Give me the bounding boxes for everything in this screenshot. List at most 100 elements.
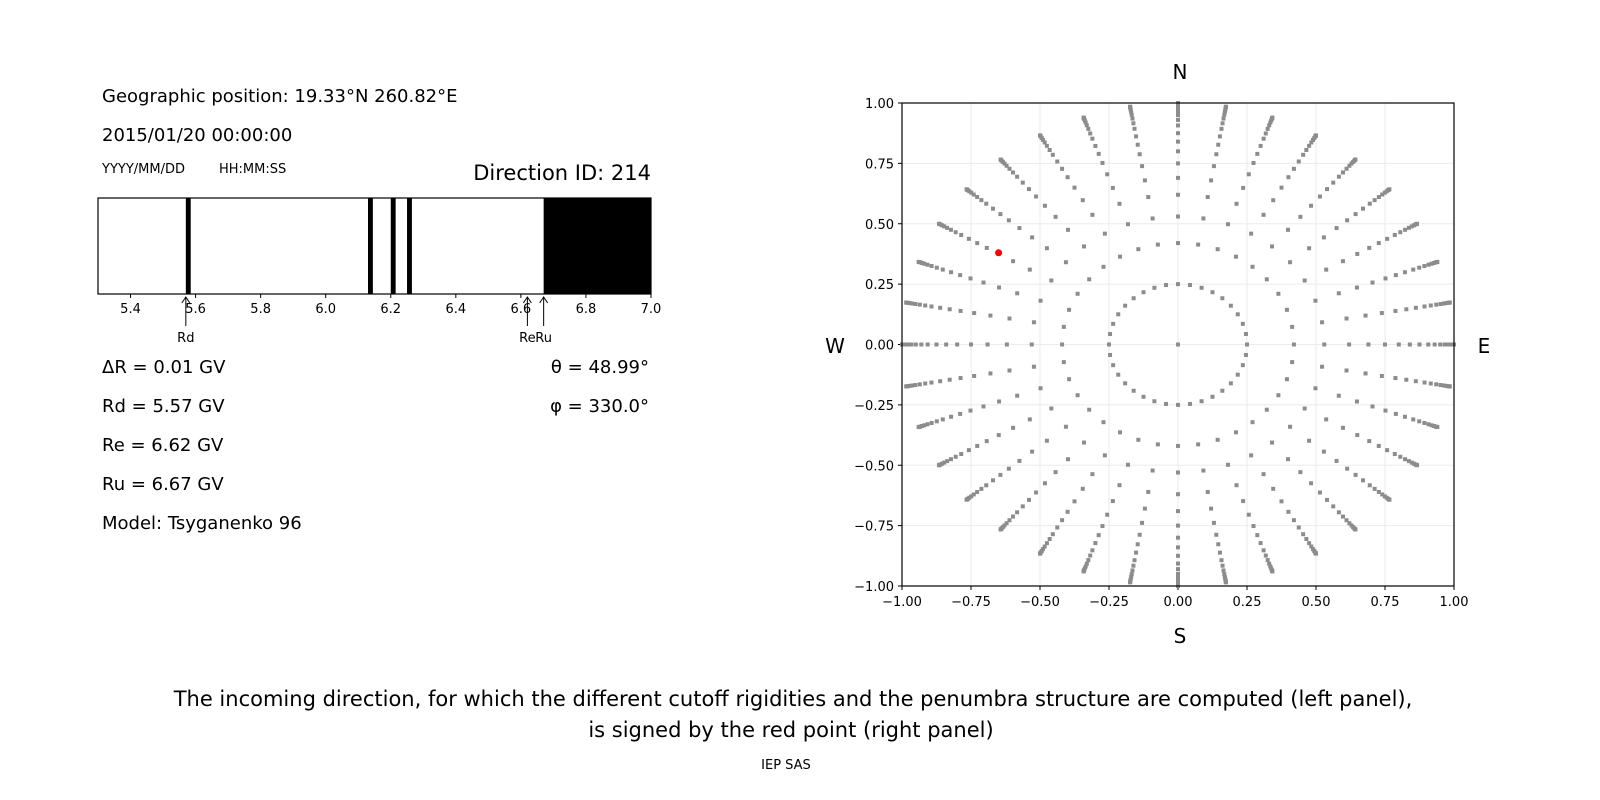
- direction-point: [1220, 296, 1225, 301]
- y-tick-label: −0.75: [854, 520, 894, 535]
- direction-point: [1210, 290, 1215, 295]
- direction-point: [1027, 267, 1032, 272]
- direction-point: [1235, 372, 1240, 377]
- direction-point: [1187, 401, 1192, 406]
- direction-point: [1367, 245, 1372, 250]
- direction-point: [1083, 120, 1088, 125]
- direction-point: [1063, 424, 1068, 429]
- direction-point: [1129, 575, 1134, 580]
- direction-point: [998, 212, 1003, 217]
- direction-point: [1243, 352, 1248, 357]
- direction-point: [1096, 151, 1101, 156]
- direction-point: [1376, 241, 1381, 246]
- direction-point: [1363, 313, 1368, 318]
- direction-point: [1268, 120, 1273, 125]
- direction-point: [929, 304, 934, 309]
- direction-point: [1081, 244, 1086, 249]
- direction-point: [1081, 569, 1086, 574]
- compass-west: W: [825, 334, 845, 358]
- direction-point: [1271, 486, 1276, 491]
- direction-point: [1250, 420, 1255, 425]
- direction-point: [1228, 303, 1233, 308]
- direction-point: [1155, 442, 1160, 447]
- direction-point: [1309, 481, 1314, 486]
- direction-point: [1146, 195, 1151, 200]
- direction-point: [1353, 527, 1358, 532]
- direction-point: [1288, 260, 1293, 265]
- direction-point: [1090, 136, 1095, 141]
- direction-point: [1136, 247, 1141, 252]
- direction-point: [1354, 285, 1359, 290]
- direction-point: [1426, 342, 1431, 347]
- direction-point: [947, 307, 952, 312]
- direction-point: [1291, 342, 1296, 347]
- direction-point: [1075, 291, 1080, 296]
- direction-point: [966, 236, 971, 241]
- direction-point: [1031, 364, 1036, 369]
- direction-point: [1344, 166, 1349, 171]
- direction-point: [1130, 116, 1135, 121]
- scatter-frame: [901, 102, 1455, 587]
- direction-point: [1290, 324, 1295, 329]
- direction-point: [1441, 383, 1446, 388]
- direction-point: [925, 422, 930, 427]
- direction-point: [1441, 301, 1446, 306]
- direction-point: [1406, 459, 1411, 464]
- direction-point: [1255, 151, 1260, 156]
- direction-point: [984, 245, 989, 250]
- direction-point: [1255, 533, 1260, 538]
- direction-point: [1355, 251, 1360, 256]
- direction-point: [1067, 377, 1072, 382]
- direction-point: [1044, 438, 1049, 443]
- direction-point: [910, 383, 915, 388]
- direction-point: [1081, 440, 1086, 445]
- direction-point: [1105, 512, 1110, 517]
- direction-point: [1322, 342, 1327, 347]
- direction-point: [1264, 407, 1269, 412]
- direction-point: [1271, 198, 1276, 203]
- direction-point: [1050, 532, 1055, 537]
- direction-point: [1345, 466, 1350, 471]
- direction-point: [945, 459, 950, 464]
- caption-line-1: The incoming direction, for which the di…: [173, 687, 1413, 711]
- x-tick-label: 6.8: [576, 302, 597, 317]
- direction-point: [1301, 532, 1306, 537]
- y-tick-label: 0.50: [865, 218, 894, 233]
- direction-point: [1249, 453, 1254, 458]
- direction-point: [904, 300, 909, 305]
- direction-point: [1090, 212, 1095, 217]
- direction-point: [1055, 159, 1060, 164]
- arrow-head-icon: [539, 296, 549, 304]
- direction-point: [1176, 106, 1180, 111]
- direction-point: [1217, 134, 1222, 139]
- direction-point: [1233, 254, 1238, 259]
- direction-point: [1084, 561, 1089, 566]
- direction-point: [1015, 510, 1020, 515]
- direction-point: [1334, 458, 1339, 463]
- direction-point: [1209, 506, 1214, 511]
- direction-point: [1086, 558, 1091, 563]
- direction-point: [953, 230, 958, 235]
- direction-point: [1284, 307, 1289, 312]
- direction-point: [1279, 499, 1284, 504]
- direction-point: [1176, 567, 1180, 572]
- direction-point: [1205, 489, 1210, 494]
- direction-point: [1044, 246, 1049, 251]
- direction-point: [1027, 417, 1032, 422]
- direction-point: [1226, 462, 1231, 467]
- direction-point: [1360, 206, 1365, 211]
- direction-point: [1314, 551, 1318, 556]
- direction-point: [917, 302, 922, 307]
- direction-point: [1134, 550, 1139, 555]
- direction-point: [1141, 290, 1146, 295]
- direction-point: [1279, 185, 1284, 190]
- direction-point: [1336, 510, 1341, 515]
- direction-point: [1226, 222, 1231, 227]
- direction-point: [1038, 551, 1042, 556]
- direction-point: [1251, 160, 1256, 165]
- direction-point: [1314, 133, 1318, 138]
- direction-point: [1219, 126, 1224, 131]
- direction-point: [1442, 342, 1447, 347]
- direction-point: [1370, 280, 1375, 285]
- direction-point: [1199, 399, 1204, 404]
